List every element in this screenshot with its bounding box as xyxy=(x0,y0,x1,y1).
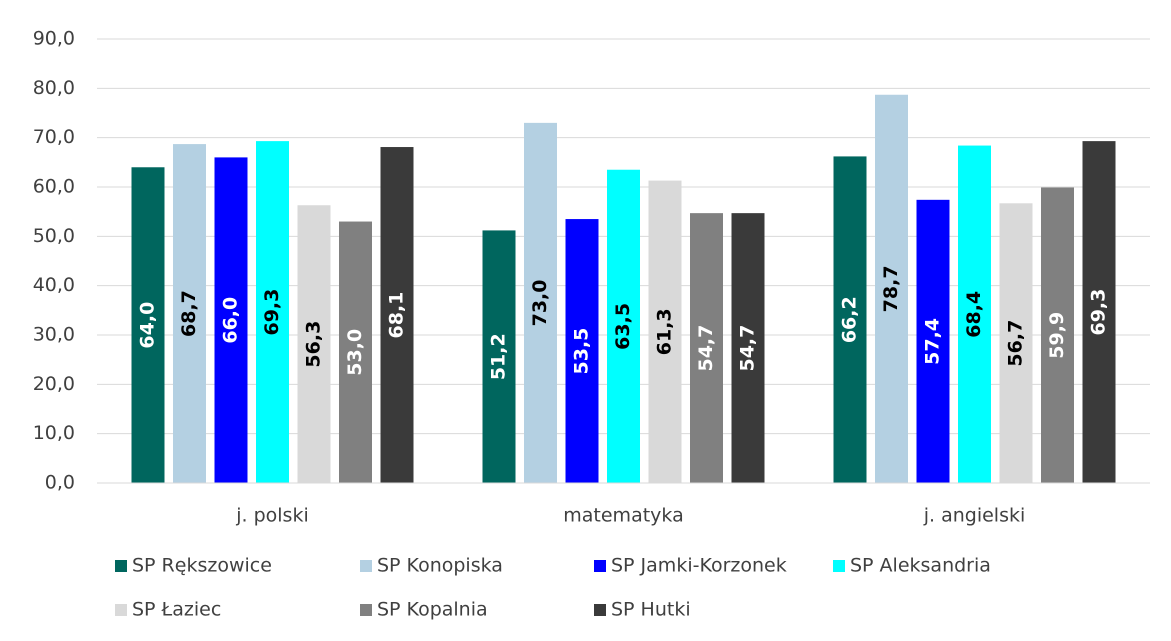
bar xyxy=(380,147,414,484)
data-label: 68,4 xyxy=(963,291,985,338)
bar xyxy=(339,221,372,484)
data-label: 66,0 xyxy=(220,297,242,344)
bar xyxy=(607,169,640,483)
data-label: 69,3 xyxy=(261,289,283,336)
legend-label: SP Łaziec xyxy=(132,599,221,621)
data-label: 73,0 xyxy=(529,279,551,326)
legend-swatch xyxy=(360,560,372,572)
data-label: 54,7 xyxy=(737,325,759,372)
bar xyxy=(999,203,1033,483)
data-label: 56,7 xyxy=(1005,320,1027,367)
bar xyxy=(297,205,331,483)
legend-swatch xyxy=(833,560,845,572)
y-tick-label: 80,0 xyxy=(33,77,75,99)
y-tick-label: 50,0 xyxy=(33,225,75,247)
x-tick-label: j. angielski xyxy=(923,505,1026,527)
bar xyxy=(648,180,682,483)
data-label: 68,1 xyxy=(386,292,408,339)
legend-label: SP Kopalnia xyxy=(377,599,488,621)
legend-label: SP Jamki-Korzonek xyxy=(611,555,787,577)
bar xyxy=(173,144,206,483)
bar xyxy=(875,94,908,483)
bar xyxy=(833,156,867,483)
bar xyxy=(131,167,165,483)
data-label: 64,0 xyxy=(137,302,159,349)
data-label: 53,5 xyxy=(571,328,593,375)
bar xyxy=(916,199,950,483)
data-label: 59,9 xyxy=(1046,312,1068,359)
data-label: 56,3 xyxy=(303,321,325,368)
data-label: 54,7 xyxy=(695,325,717,372)
y-tick-label: 40,0 xyxy=(33,274,75,296)
data-label: 69,3 xyxy=(1088,289,1110,336)
legend-label: SP Hutki xyxy=(611,599,691,621)
data-label: 68,7 xyxy=(178,290,200,337)
bar xyxy=(256,141,289,483)
bar xyxy=(958,145,991,483)
legend-label: SP Konopiska xyxy=(377,555,503,577)
x-tick-label: j. polski xyxy=(235,505,309,527)
data-label: 63,5 xyxy=(612,303,634,350)
y-tick-label: 0,0 xyxy=(45,472,75,494)
y-tick-label: 30,0 xyxy=(33,324,75,346)
legend-swatch xyxy=(594,604,606,616)
legend-swatch xyxy=(594,560,606,572)
bar xyxy=(1082,141,1116,483)
x-tick-label: matematyka xyxy=(563,505,683,527)
data-label: 53,0 xyxy=(344,329,366,376)
y-tick-label: 20,0 xyxy=(33,373,75,395)
y-tick-label: 70,0 xyxy=(33,126,75,148)
bar xyxy=(731,213,765,483)
data-label: 61,3 xyxy=(654,308,676,355)
bar xyxy=(482,230,516,483)
legend-swatch xyxy=(115,604,127,616)
legend-swatch xyxy=(115,560,127,572)
bar xyxy=(524,122,557,483)
y-tick-label: 90,0 xyxy=(33,28,75,50)
data-label: 66,2 xyxy=(839,296,861,343)
data-label: 78,7 xyxy=(880,265,902,312)
legend-label: SP Aleksandria xyxy=(850,555,991,577)
legend-label: SP Rększowice xyxy=(132,555,272,577)
bar xyxy=(565,219,599,484)
bar xyxy=(214,157,248,483)
y-tick-label: 10,0 xyxy=(33,422,75,444)
data-label: 51,2 xyxy=(488,333,510,380)
bar xyxy=(690,213,723,483)
data-label: 57,4 xyxy=(922,318,944,365)
bar xyxy=(1041,187,1074,483)
legend-swatch xyxy=(360,604,372,616)
y-tick-label: 60,0 xyxy=(33,176,75,198)
